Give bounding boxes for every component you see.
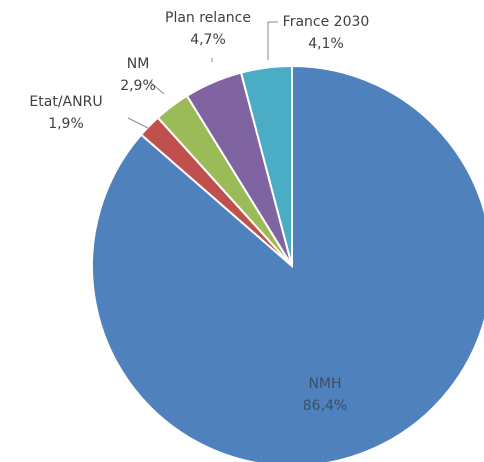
pie-slices: [91, 64, 484, 462]
slice-value-etat-anru: 1,9%: [48, 116, 84, 132]
slice-label-france-2030: France 2030: [283, 14, 370, 30]
slice-label-nmh: NMH: [308, 376, 341, 392]
leader-line-etat-anru: [127, 117, 149, 129]
slice-label-plan-relance: Plan relance: [165, 10, 251, 26]
slice-france-2030: [239, 64, 293, 267]
slice-value-nm: 2,9%: [120, 78, 156, 94]
leader-line-nm: [149, 81, 165, 95]
slice-value-nmh: 86,4%: [303, 398, 347, 414]
leader-lines: [127, 21, 278, 129]
slice-labels: NMH 86,4% Etat/ANRU 1,9% NM 2,9% Plan relance 4…: [29, 10, 369, 414]
leader-line-france-2030: [267, 21, 278, 60]
slice-label-nm: NM: [127, 56, 150, 72]
slice-value-france-2030: 4,1%: [308, 36, 344, 52]
slice-label-etat-anru: Etat/ANRU: [29, 94, 102, 110]
slice-value-plan-relance: 4,7%: [190, 32, 226, 48]
slice-nmh: [91, 64, 484, 462]
